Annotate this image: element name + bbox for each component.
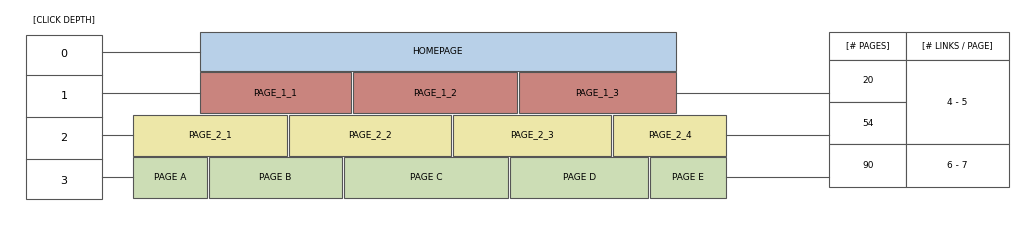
FancyBboxPatch shape [519,72,676,113]
FancyBboxPatch shape [133,157,207,198]
FancyBboxPatch shape [829,32,906,60]
Text: PAGE_2_2: PAGE_2_2 [348,130,391,140]
FancyBboxPatch shape [906,144,1009,187]
Text: 0: 0 [60,49,68,59]
FancyBboxPatch shape [906,32,1009,60]
Text: [# LINKS / PAGE]: [# LINKS / PAGE] [923,42,992,51]
Text: 20: 20 [862,76,873,85]
FancyBboxPatch shape [613,115,726,156]
FancyBboxPatch shape [829,60,906,102]
Text: 90: 90 [862,161,873,170]
Text: PAGE_1_1: PAGE_1_1 [254,88,297,97]
Text: HOMEPAGE: HOMEPAGE [413,47,463,56]
FancyBboxPatch shape [26,35,102,199]
Text: PAGE A: PAGE A [154,173,186,182]
FancyBboxPatch shape [353,72,517,113]
FancyBboxPatch shape [829,102,906,144]
FancyBboxPatch shape [829,144,906,187]
Text: PAGE E: PAGE E [672,173,705,182]
FancyBboxPatch shape [344,157,508,198]
FancyBboxPatch shape [289,115,451,156]
Text: PAGE B: PAGE B [259,173,292,182]
FancyBboxPatch shape [200,72,351,113]
Text: 3: 3 [60,176,68,186]
Text: [# PAGES]: [# PAGES] [846,42,890,51]
FancyBboxPatch shape [453,115,611,156]
Text: 6 - 7: 6 - 7 [947,161,968,170]
FancyBboxPatch shape [200,32,676,71]
Text: PAGE_1_2: PAGE_1_2 [414,88,457,97]
Text: 4 - 5: 4 - 5 [947,98,968,107]
Text: PAGE_2_1: PAGE_2_1 [188,130,231,140]
Text: [CLICK DEPTH]: [CLICK DEPTH] [33,15,95,24]
Text: PAGE_2_4: PAGE_2_4 [648,130,691,140]
Text: PAGE_2_3: PAGE_2_3 [510,130,554,140]
FancyBboxPatch shape [650,157,726,198]
FancyBboxPatch shape [906,60,1009,144]
FancyBboxPatch shape [209,157,342,198]
FancyBboxPatch shape [510,157,648,198]
Text: 54: 54 [862,119,873,128]
Text: 2: 2 [60,133,68,143]
FancyBboxPatch shape [133,115,287,156]
Text: PAGE C: PAGE C [410,173,442,182]
Text: PAGE_1_3: PAGE_1_3 [575,88,620,97]
Text: PAGE D: PAGE D [562,173,596,182]
Text: 1: 1 [60,91,68,101]
